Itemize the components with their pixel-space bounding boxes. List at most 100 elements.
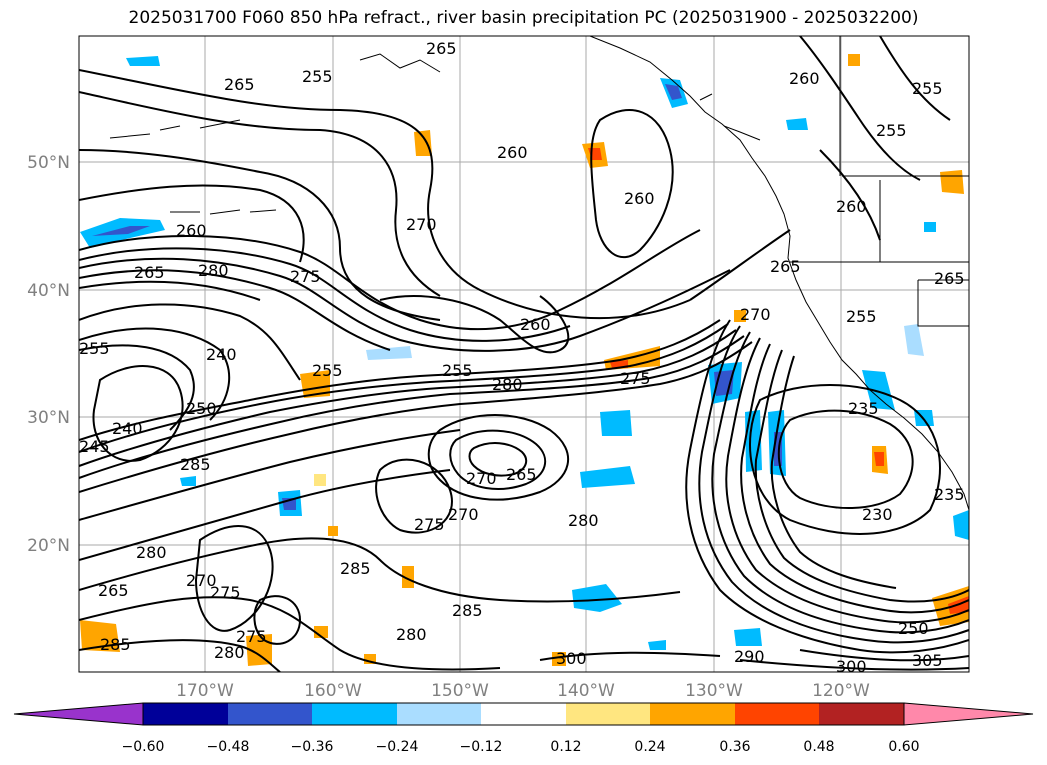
lon-label-130w: 130°W [685, 681, 743, 701]
negative-patch [862, 370, 895, 410]
contour-label: 280 [136, 543, 167, 562]
contour-label: 260 [836, 197, 867, 216]
contour-label: 275 [290, 267, 321, 286]
contour-label: 255 [442, 361, 473, 380]
page-title: 2025031700 F060 850 hPa refract., river … [128, 8, 919, 28]
lon-label-160w: 160°W [304, 681, 362, 701]
contour-label: 260 [176, 221, 207, 240]
negative-patch [580, 466, 635, 488]
colorbar-tick-label: −0.36 [291, 739, 334, 755]
colorbar: −0.60 −0.48 −0.36 −0.24 −0.12 0.12 0.24 … [13, 702, 1034, 755]
contour-label: 255 [79, 339, 110, 358]
colorbar-segment [481, 703, 566, 725]
contour-label: 265 [134, 263, 165, 282]
contour-label: 265 [224, 75, 255, 94]
colorbar-extend-high [903, 702, 1034, 726]
colorbar-frame [142, 702, 905, 726]
lat-label-50n: 50°N [27, 153, 70, 173]
longitude-labels: 170°W 160°W 150°W 140°W 130°W 120°W [176, 681, 870, 701]
contour-label: 250 [898, 619, 929, 638]
contour-label: 280 [214, 643, 245, 662]
contour-label: 245 [79, 437, 110, 456]
contour-label: 255 [876, 121, 907, 140]
contour-label: 270 [740, 305, 771, 324]
contour-label: 255 [312, 361, 343, 380]
positive-patch [80, 620, 120, 652]
contour-labels: 265 255 265 260 260 260 270 255 260 260 … [79, 39, 965, 676]
colorbar-tick-label: 0.24 [634, 739, 665, 755]
negative-patch [924, 222, 936, 232]
contour-label: 280 [492, 375, 523, 394]
contour-label: 255 [846, 307, 877, 326]
colorbar-tick-label: 0.48 [803, 739, 834, 755]
colorbar-segment [819, 703, 904, 725]
colorbar-segment [228, 703, 312, 725]
contour-label: 265 [98, 581, 129, 600]
contour-label: 250 [186, 399, 217, 418]
negative-patch [745, 410, 762, 472]
contour-label: 285 [180, 455, 211, 474]
negative-patch [953, 510, 969, 540]
colorbar-tick-label: −0.60 [122, 739, 165, 755]
positive-patch [300, 370, 330, 398]
negative-patch [734, 628, 762, 646]
colorbar-segment [650, 703, 735, 725]
negative-patch [904, 324, 924, 356]
graticule [79, 36, 969, 672]
positive-patch [940, 170, 964, 194]
contour-label: 235 [848, 399, 879, 418]
contour-label: 265 [770, 257, 801, 276]
contour-label: 300 [836, 657, 867, 676]
contour-label: 275 [210, 583, 241, 602]
contour-label: 275 [620, 369, 651, 388]
positive-patch [314, 474, 326, 486]
contour-label: 270 [448, 505, 479, 524]
contour-label: 275 [414, 515, 445, 534]
contour-label: 270 [186, 571, 217, 590]
colorbar-segment [143, 703, 228, 725]
colorbar-segment [735, 703, 819, 725]
colorbar-tick-label: 0.60 [888, 739, 919, 755]
negative-patch [600, 410, 632, 436]
colorbar-segment [397, 703, 481, 725]
positive-patch [552, 652, 566, 666]
contour-label: 260 [789, 69, 820, 88]
colorbar-tick-label: 0.12 [550, 739, 581, 755]
lon-label-170w: 170°W [176, 681, 234, 701]
coastlines [109, 36, 969, 511]
colorbar-tick-label: 0.36 [719, 739, 750, 755]
contour-label: 265 [426, 39, 457, 58]
colorbar-extend-low [13, 702, 144, 726]
negative-patch [648, 640, 666, 650]
lon-label-120w: 120°W [812, 681, 870, 701]
colorbar-segment [566, 703, 650, 725]
contour-label: 290 [734, 647, 765, 666]
colorbar-tick-label: −0.24 [376, 739, 419, 755]
positive-patch [734, 310, 746, 322]
contour-label: 270 [406, 215, 437, 234]
contour-label: 280 [198, 261, 229, 280]
contour-label: 230 [862, 505, 893, 524]
lat-label-30n: 30°N [27, 408, 70, 428]
contour-label: 285 [452, 601, 483, 620]
colorbar-segment [312, 703, 397, 725]
contour-label: 265 [934, 269, 965, 288]
contour-label: 270 [466, 469, 497, 488]
contour-label: 260 [520, 315, 551, 334]
positive-patch [402, 566, 414, 588]
negative-patch [366, 346, 412, 360]
contour-label: 285 [340, 559, 371, 578]
contour-label: 275 [236, 627, 267, 646]
contour-label: 260 [624, 189, 655, 208]
negative-patch [180, 476, 196, 486]
positive-patch [874, 452, 884, 466]
contour-label: 240 [112, 419, 143, 438]
contour-label: 235 [934, 485, 965, 504]
contour-label: 240 [206, 345, 237, 364]
negative-patch [92, 226, 150, 236]
lon-label-140w: 140°W [557, 681, 615, 701]
contour-label: 260 [497, 143, 528, 162]
map-frame [78, 35, 970, 673]
positive-patch [328, 526, 338, 536]
colorbar-tick-label: −0.48 [207, 739, 250, 755]
